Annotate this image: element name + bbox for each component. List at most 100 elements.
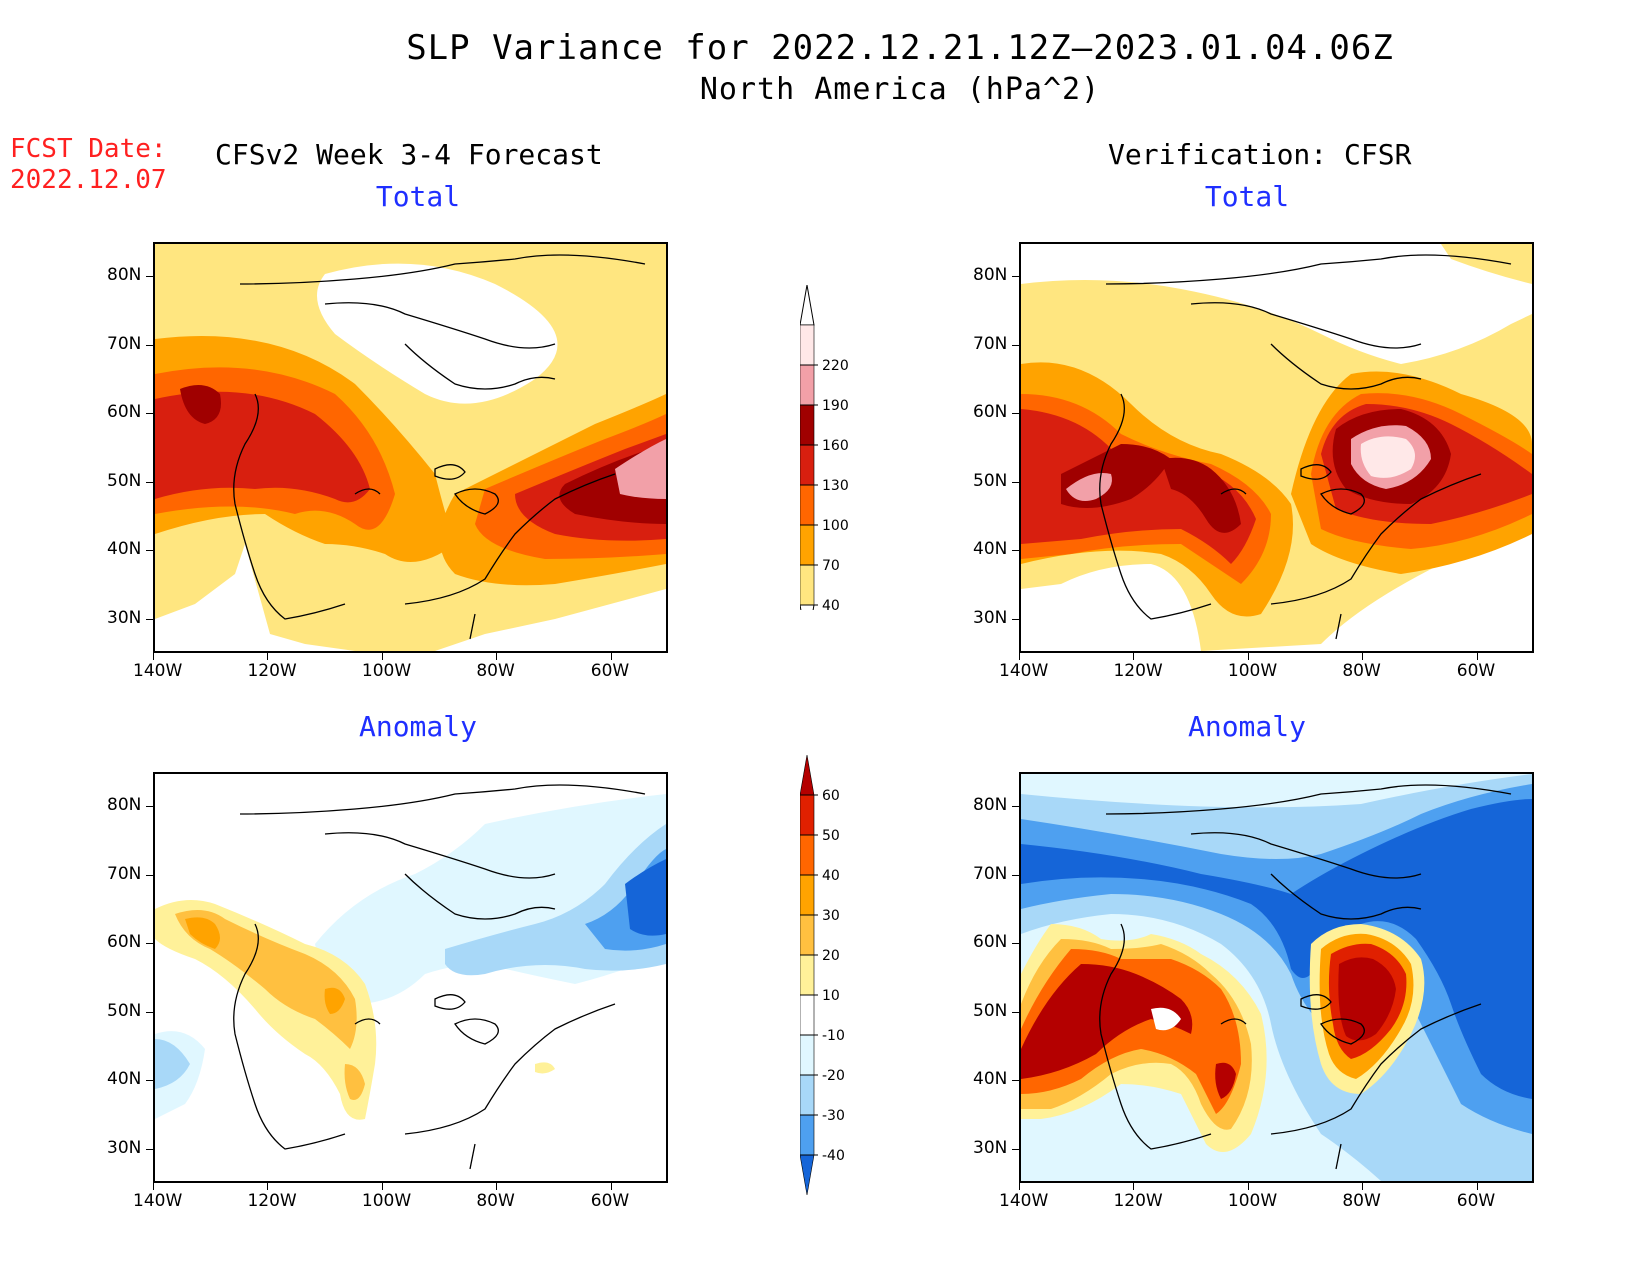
- lat-tick-label: 60N: [973, 402, 1008, 423]
- lat-tick-label: 40N: [973, 1069, 1008, 1090]
- lat-tick-label: 60N: [107, 402, 142, 423]
- colorbar-anomaly-swatch: [799, 914, 815, 956]
- title-line-1: SLP Variance for 2022.12.21.12Z–2023.01.…: [406, 28, 1394, 68]
- colorbar-anomaly-swatch: [799, 954, 815, 996]
- lon-tick-label: 140W: [999, 661, 1049, 681]
- colorbar-anomaly-label: -30: [822, 1108, 845, 1124]
- colorbar-anomaly-label: -10: [822, 1028, 845, 1044]
- lon-tick-label: 80W: [476, 1191, 515, 1211]
- lat-tick-mark: [1012, 550, 1019, 552]
- colorbar-anomaly-label: 50: [822, 828, 840, 844]
- lon-tick-label: 140W: [133, 1191, 183, 1211]
- colorbar-total-bottom-arrow: [799, 604, 815, 646]
- lon-tick-mark: [610, 653, 612, 660]
- lon-tick-label: 120W: [247, 661, 297, 681]
- lat-tick-label: 60N: [107, 932, 142, 953]
- colorbar-anomaly-top-arrow: [799, 754, 815, 796]
- fcst-date-label: FCST Date:: [10, 134, 167, 164]
- lat-tick-label: 40N: [107, 1069, 142, 1090]
- colorbar-anomaly-swatch: [799, 1034, 815, 1076]
- lon-tick-mark: [496, 653, 498, 660]
- lat-tick-mark: [146, 276, 153, 278]
- lat-tick-label: 40N: [107, 539, 142, 560]
- map-forecast-total: [153, 242, 668, 653]
- lat-tick-mark: [1012, 618, 1019, 620]
- colorbar-anomaly-swatch: [799, 1074, 815, 1116]
- panel-title-forecast-anomaly: Anomaly: [358, 710, 477, 743]
- verification-column-heading: Verification: CFSR: [1108, 138, 1412, 171]
- lon-tick-label: 100W: [361, 661, 412, 681]
- lon-tick-mark: [1019, 653, 1020, 660]
- lon-tick-label: 140W: [999, 1191, 1049, 1211]
- colorbar-total-swatch: [799, 404, 815, 446]
- lon-tick-label: 60W: [1456, 1191, 1496, 1211]
- colorbar-anomaly-swatch: [799, 834, 815, 876]
- lon-tick-mark: [381, 1183, 383, 1190]
- lat-tick-label: 60N: [973, 932, 1008, 953]
- colorbar-total-label: 160: [822, 438, 849, 454]
- lon-tick-mark: [1476, 1183, 1478, 1190]
- lat-tick-mark: [146, 1080, 153, 1082]
- colorbar-anomaly-label: 60: [822, 788, 840, 804]
- colorbar-anomaly-label: 30: [822, 908, 840, 924]
- lon-tick-mark: [1133, 1183, 1135, 1190]
- lat-tick-label: 80N: [973, 795, 1008, 816]
- colorbar-total-swatch: [799, 524, 815, 566]
- lat-tick-label: 50N: [973, 470, 1008, 491]
- map-verification-anomaly: [1019, 772, 1534, 1183]
- lon-tick-mark: [1133, 653, 1135, 660]
- lon-tick-mark: [267, 1183, 269, 1190]
- lon-tick-label: 80W: [1342, 1191, 1381, 1211]
- lon-tick-label: 80W: [1342, 661, 1381, 681]
- lon-tick-mark: [1476, 653, 1478, 660]
- lat-tick-label: 30N: [107, 607, 142, 628]
- lon-tick-label: 100W: [361, 1191, 412, 1211]
- colorbar-anomaly: 60 50 40 30 20 10 -10 -20 -30 -40: [799, 754, 860, 1205]
- colorbar-total-top-arrow: [799, 284, 815, 326]
- colorbar-total-label: 40: [822, 598, 840, 610]
- colorbar-total-swatch: [799, 444, 815, 486]
- lat-tick-mark: [146, 481, 153, 483]
- lat-tick-label: 50N: [973, 1000, 1008, 1021]
- lat-tick-label: 50N: [107, 470, 142, 491]
- lat-tick-mark: [1012, 874, 1019, 876]
- lon-tick-mark: [1247, 653, 1249, 660]
- lat-tick-mark: [1012, 943, 1019, 945]
- colorbar-total-label: 100: [822, 518, 849, 534]
- lat-tick-mark: [1012, 344, 1019, 346]
- lat-tick-mark: [146, 943, 153, 945]
- colorbar-total-swatch: [799, 484, 815, 526]
- lat-tick-label: 30N: [973, 1137, 1008, 1158]
- lon-tick-label: 120W: [1113, 661, 1163, 681]
- lat-tick-label: 40N: [973, 539, 1008, 560]
- lon-tick-label: 60W: [1456, 661, 1496, 681]
- lon-tick-mark: [267, 653, 269, 660]
- colorbar-anomaly-label: -20: [822, 1068, 845, 1084]
- lat-tick-mark: [146, 550, 153, 552]
- lon-tick-label: 100W: [1227, 661, 1278, 681]
- lon-tick-label: 60W: [590, 1191, 630, 1211]
- lon-tick-label: 140W: [133, 661, 183, 681]
- lat-tick-mark: [1012, 806, 1019, 808]
- lon-tick-label: 60W: [590, 661, 630, 681]
- colorbar-total: 220 190 160 130 100 70 40: [799, 284, 860, 646]
- colorbar-total-swatch: [799, 564, 815, 606]
- lat-tick-label: 80N: [973, 265, 1008, 286]
- lon-tick-mark: [153, 653, 154, 660]
- lat-tick-mark: [146, 618, 153, 620]
- lat-tick-label: 80N: [107, 265, 142, 286]
- colorbar-anomaly-swatch: [799, 874, 815, 916]
- colorbar-anomaly-label: 40: [822, 868, 840, 884]
- forecast-column-heading: CFSv2 Week 3-4 Forecast: [215, 138, 603, 171]
- map-verification-total: [1019, 242, 1534, 653]
- colorbar-anomaly-bottom-arrow: [799, 1154, 815, 1196]
- lon-tick-mark: [1362, 653, 1364, 660]
- lat-tick-label: 70N: [107, 333, 142, 354]
- colorbar-anomaly-label: -40: [822, 1148, 845, 1164]
- lat-tick-mark: [1012, 1080, 1019, 1082]
- title-line-2: North America (hPa^2): [699, 72, 1101, 107]
- lat-tick-mark: [146, 806, 153, 808]
- lat-tick-mark: [1012, 413, 1019, 415]
- lat-tick-mark: [1012, 276, 1019, 278]
- lon-tick-mark: [610, 1183, 612, 1190]
